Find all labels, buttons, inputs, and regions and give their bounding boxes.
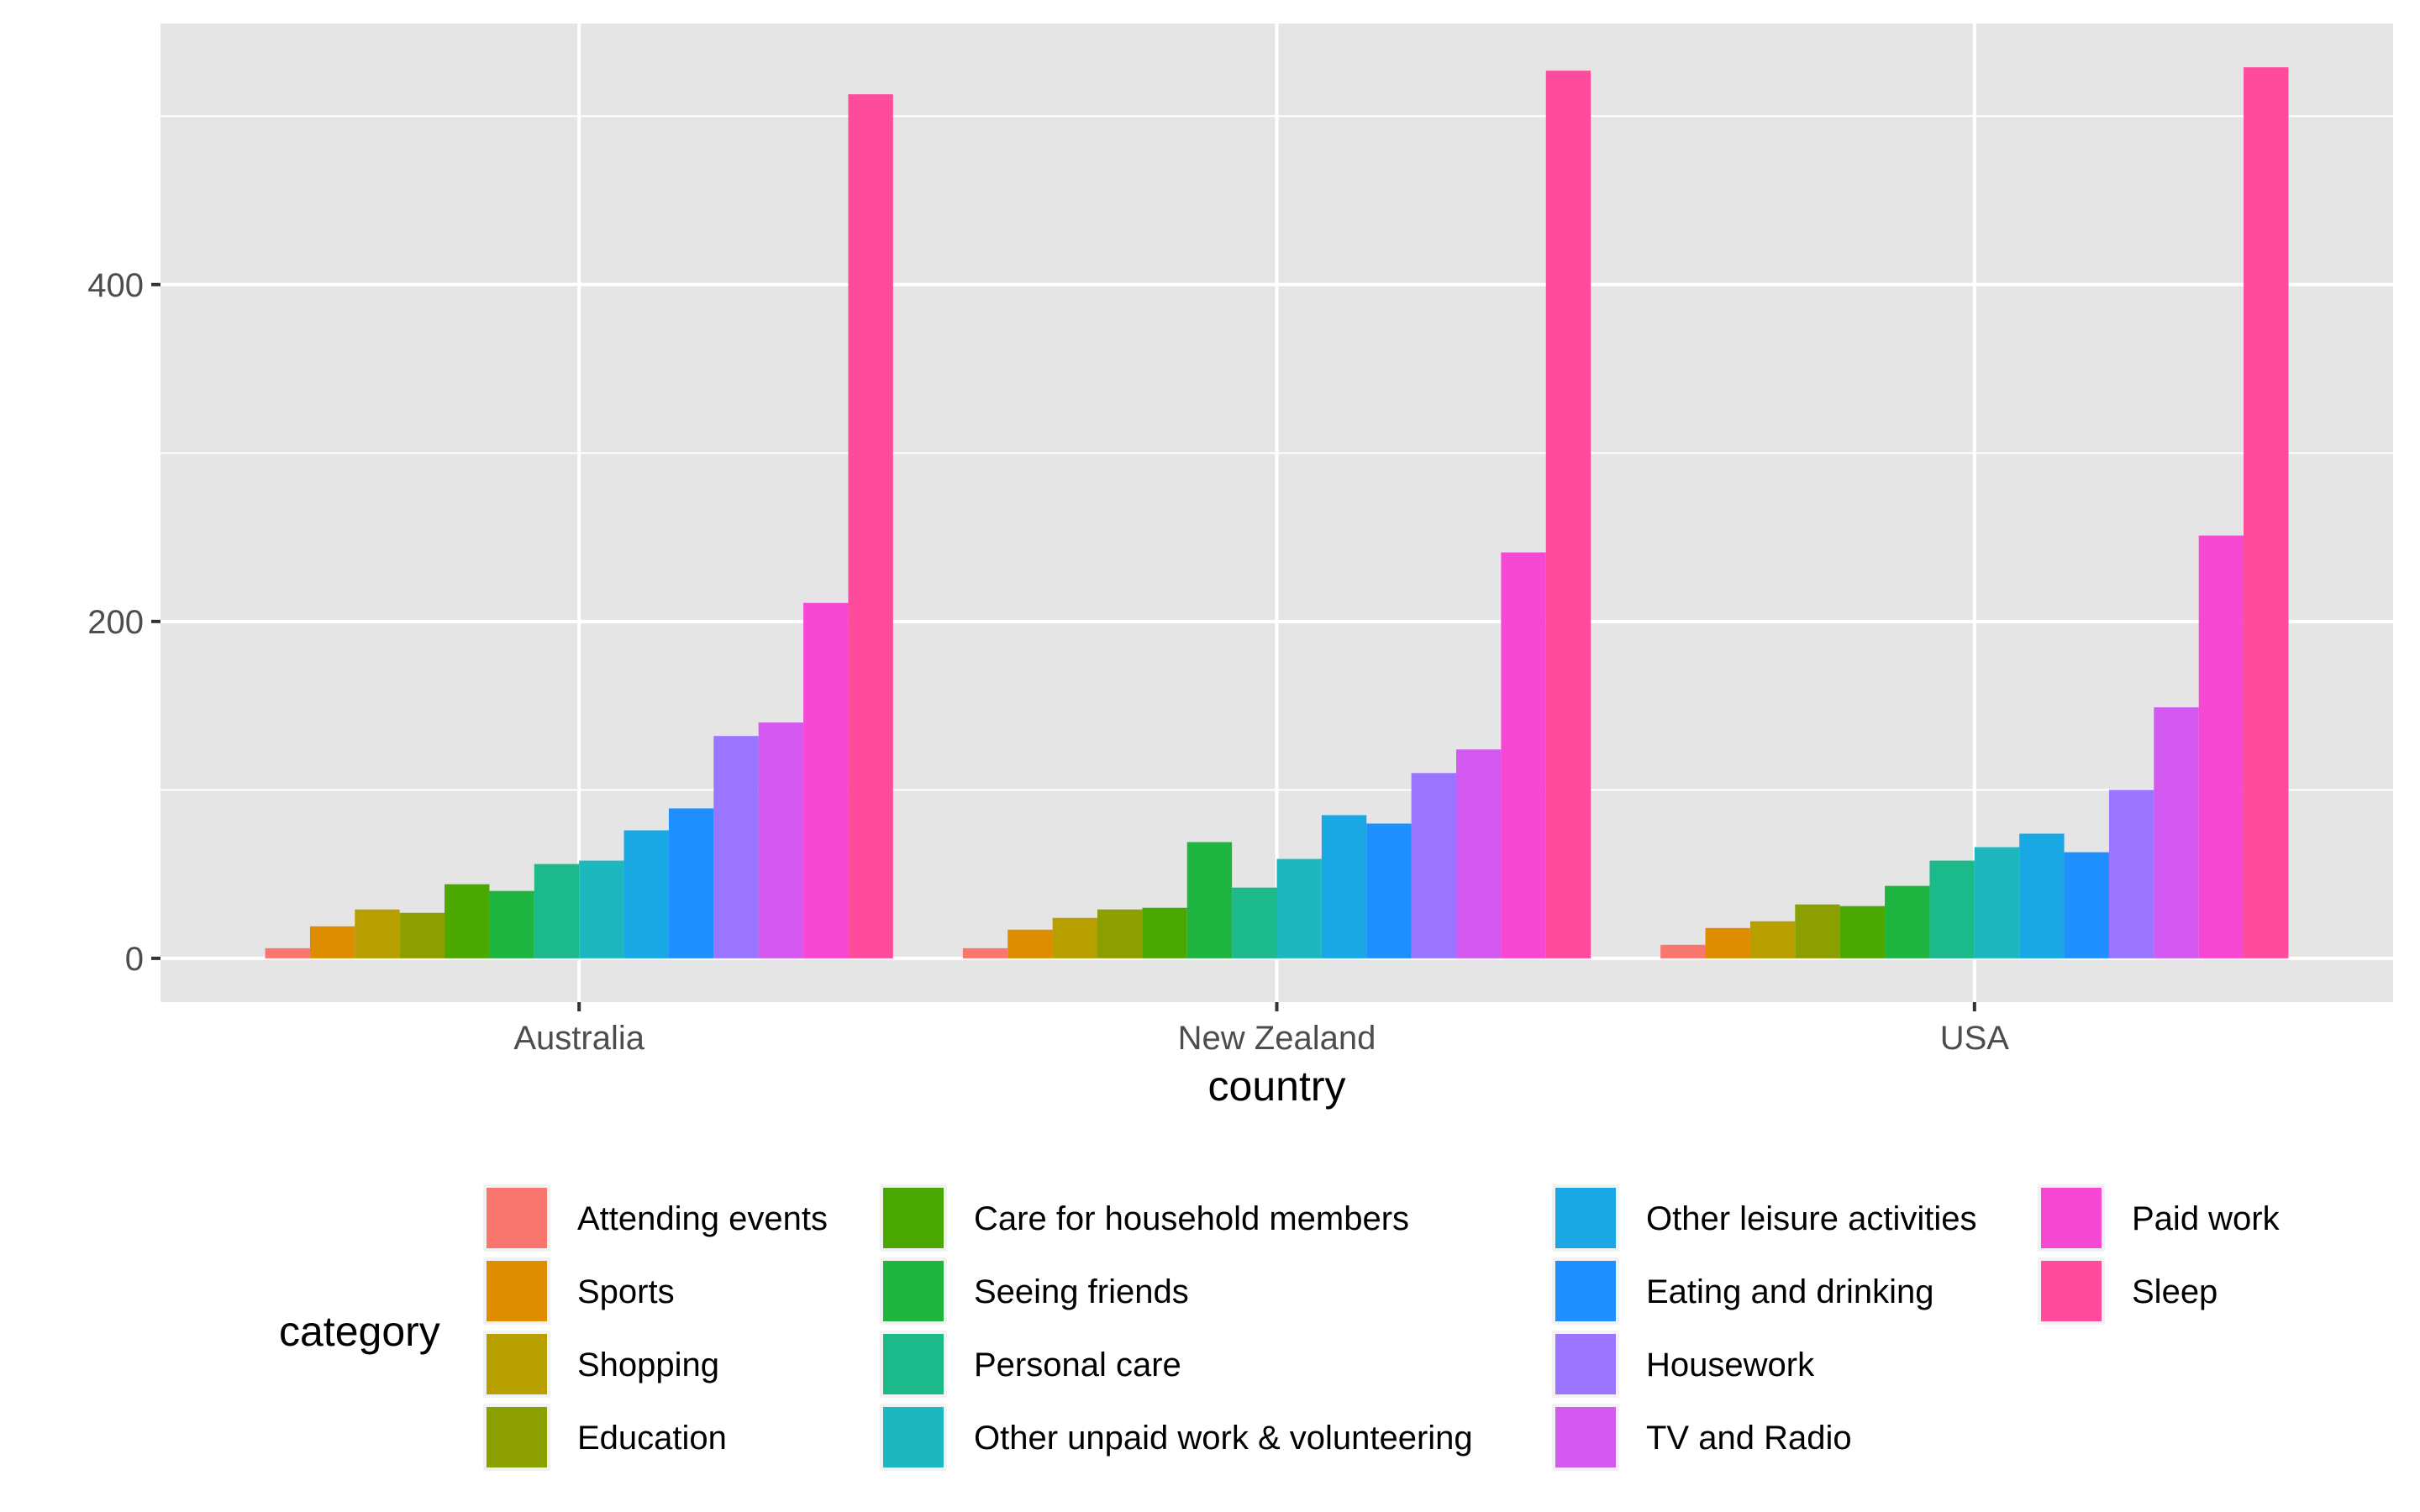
bar: [1052, 917, 1097, 958]
bar: [758, 722, 804, 958]
bar: [1839, 906, 1886, 958]
bar: [2244, 67, 2289, 958]
legend-swatch: [1555, 1261, 1616, 1321]
x-axis: Australia New Zealand USA: [513, 1002, 2009, 1057]
legend-label: Sleep: [2132, 1273, 2217, 1310]
y-tick-label: 200: [87, 604, 144, 641]
bar: [1456, 749, 1502, 958]
bar: [713, 736, 759, 958]
x-tick-label: New Zealand: [1178, 1020, 1376, 1057]
bar: [803, 602, 849, 958]
legend-label: TV and Radio: [1646, 1420, 1852, 1457]
bar: [1186, 842, 1233, 958]
bar: [355, 909, 400, 958]
legend-swatch: [487, 1188, 547, 1248]
bar: [534, 864, 580, 958]
legend-item: Education: [483, 1404, 727, 1471]
legend-item: Sleep: [2038, 1257, 2217, 1325]
legend-swatch: [883, 1407, 944, 1467]
legend-swatch: [883, 1188, 944, 1248]
bar: [1232, 887, 1277, 958]
legend-title: category: [279, 1308, 440, 1355]
x-axis-title: country: [1208, 1063, 1346, 1110]
legend-swatch: [487, 1407, 547, 1467]
legend: category Attending events Sports Shopping E…: [279, 1184, 2281, 1471]
bar: [1276, 858, 1322, 958]
bar: [1795, 904, 1840, 958]
bar: [1974, 847, 2020, 958]
legend-label: Other unpaid work & volunteering: [974, 1420, 1473, 1457]
legend-swatch: [883, 1334, 944, 1394]
legend-label: Shopping: [577, 1347, 719, 1383]
bar: [1366, 823, 1412, 958]
legend-item: Paid work: [2038, 1184, 2281, 1252]
bar: [1660, 944, 1706, 958]
legend-label: Housework: [1646, 1347, 1815, 1383]
bar: [399, 912, 445, 958]
legend-label: Sports: [577, 1273, 675, 1310]
bar: [962, 948, 1008, 958]
legend-swatch: [2041, 1261, 2102, 1321]
legend-swatch: [883, 1261, 944, 1321]
legend-swatch: [1555, 1407, 1616, 1467]
bar: [445, 884, 490, 958]
legend-label: Education: [577, 1420, 727, 1457]
bar: [2019, 833, 2065, 958]
legend-item: Shopping: [483, 1331, 719, 1398]
x-tick-label: USA: [1940, 1020, 2010, 1057]
legend-swatch: [1555, 1188, 1616, 1248]
legend-item: Other leisure activities: [1552, 1184, 1976, 1252]
bar: [579, 860, 624, 958]
legend-item: Attending events: [483, 1184, 828, 1252]
bar: [1749, 921, 1796, 958]
bar: [668, 808, 714, 958]
bar: [1411, 773, 1457, 958]
legend-item: Seeing friends: [880, 1257, 1189, 1325]
bar: [309, 926, 355, 958]
bar: [1501, 552, 1546, 958]
bar: [1097, 909, 1143, 958]
legend-label: Personal care: [974, 1347, 1181, 1383]
bar: [2108, 790, 2154, 958]
bar: [2198, 535, 2244, 958]
y-axis: 0 200 400: [87, 267, 160, 978]
bar: [1929, 860, 1975, 958]
bar: [489, 890, 534, 958]
bar: [623, 830, 669, 958]
bar: [1885, 885, 1930, 958]
bar: [2064, 852, 2109, 958]
bar: [848, 94, 893, 958]
legend-label: Paid work: [2132, 1200, 2281, 1237]
legend-swatch: [2041, 1188, 2102, 1248]
y-tick-label: 400: [87, 267, 144, 304]
legend-label: Care for household members: [974, 1200, 1409, 1237]
legend-label: Seeing friends: [974, 1273, 1189, 1310]
legend-item: Eating and drinking: [1552, 1257, 1933, 1325]
legend-item: TV and Radio: [1552, 1404, 1852, 1471]
legend-swatch: [487, 1334, 547, 1394]
legend-item: Care for household members: [880, 1184, 1409, 1252]
legend-item: Housework: [1552, 1331, 1815, 1398]
legend-swatch: [487, 1261, 547, 1321]
legend-item: Personal care: [880, 1331, 1181, 1398]
bar: [1142, 907, 1187, 958]
bar: [265, 948, 310, 958]
bar: [1007, 929, 1053, 958]
x-tick-label: Australia: [513, 1020, 644, 1057]
bar-layer: [265, 67, 2289, 958]
bar: [1705, 927, 1750, 958]
legend-label: Eating and drinking: [1646, 1273, 1933, 1310]
legend-label: Other leisure activities: [1646, 1200, 1976, 1237]
legend-swatch: [1555, 1334, 1616, 1394]
legend-item: Other unpaid work & volunteering: [880, 1404, 1473, 1471]
bar: [1545, 71, 1591, 958]
legend-label: Attending events: [577, 1200, 828, 1237]
legend-item: Sports: [483, 1257, 675, 1325]
bar: [1321, 815, 1367, 958]
y-tick-label: 0: [125, 941, 144, 978]
bar: [2154, 707, 2199, 958]
legend-items: Attending events Sports Shopping Education C…: [483, 1184, 2281, 1471]
